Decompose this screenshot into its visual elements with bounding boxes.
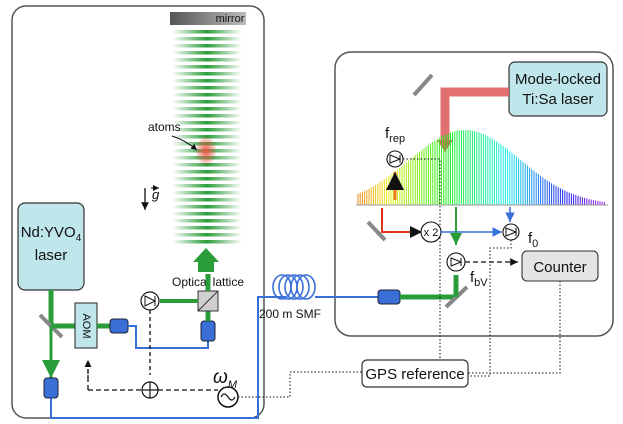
lattice-fringe [172,240,242,244]
lattice-fringe [172,30,242,34]
f2f-mirror [366,220,387,242]
fbv-label: fbV [470,269,488,289]
lattice-fringe [172,219,242,223]
lattice-fringe [172,107,242,111]
frequency-comb-spectrum [357,130,605,205]
lattice-photodiode [140,291,160,311]
gravity-label: g [152,187,160,202]
f0-label: f0 [528,230,538,250]
lattice-fringe [172,93,242,97]
lattice-fringe [172,79,242,83]
mirror-label: mirror [216,13,245,25]
lattice-fringe [172,135,242,139]
aom-label: AOM [80,313,92,338]
mirror [170,12,246,25]
gps-label: GPS reference [365,366,464,383]
lattice-fringe [172,86,242,90]
cube-diagonal [197,290,219,312]
frep-photodiode-symbol [389,154,402,164]
osc-to-gps-dotted [238,371,362,398]
tisa-steering-mirror [412,73,434,97]
counter-to-gps-dotted [468,281,561,374]
lattice-fringe [172,51,242,55]
lattice-fiber-coupler [200,320,216,342]
lattice-fringe [172,191,242,195]
lattice-fringe [172,65,242,69]
reference-fiber-coupler [43,377,59,399]
aom-fiber-coupler [109,318,129,334]
reference-fiber [50,296,286,419]
lattice-fringe [172,44,242,48]
fundamental-beam [381,208,422,238]
atoms-pointer [171,135,198,151]
lattice-fringe [172,170,242,174]
frep-to-gps-dotted [403,158,441,360]
lattice-fringe [172,58,242,62]
lattice-fringe [172,121,242,125]
tisa-beam [440,87,509,142]
fiber-label: 200 m SMF [259,307,321,321]
tisa-subtitle: Ti:Sa laser [522,91,593,108]
lattice-fiber [128,325,209,349]
oscillator-sine-icon [220,393,236,401]
lattice-fringe [172,72,242,76]
photodiode-symbol [144,295,157,307]
nd-laser-subtitle: laser [35,247,68,264]
gps-reference-box [361,359,469,388]
nd-laser-title: Nd:YVO4 [21,224,82,244]
tisa-title: Mode-locked [515,71,601,88]
f0-to-gps-dotted [468,240,512,377]
lattice-fringe [172,114,242,118]
lattice-fringe [172,226,242,230]
lattice-fringe [172,212,242,216]
omega-label: ωM [213,367,238,391]
lattice-fringe [172,100,242,104]
lattice-input-arrow [193,248,219,272]
frep-label: frep [385,125,405,145]
lattice-fringe [172,205,242,209]
f0-photodiode-symbol [505,227,518,237]
lattice-fringe [172,128,242,132]
fbv-photodiode-symbol [450,257,463,267]
lattice-fringe [172,177,242,181]
counter-label: Counter [533,259,586,276]
lattice-fringe [172,184,242,188]
doubler-label: x 2 [424,227,439,239]
lattice-fringe [172,233,242,237]
atoms-cloud [196,137,216,165]
fiber-coil [272,274,316,300]
lattice-fringe [172,37,242,41]
tisa-beam-arrowhead [437,140,453,152]
lattice-fringe [172,198,242,202]
comb-fiber-coupler [377,289,401,305]
atoms-label: atoms [148,120,181,134]
